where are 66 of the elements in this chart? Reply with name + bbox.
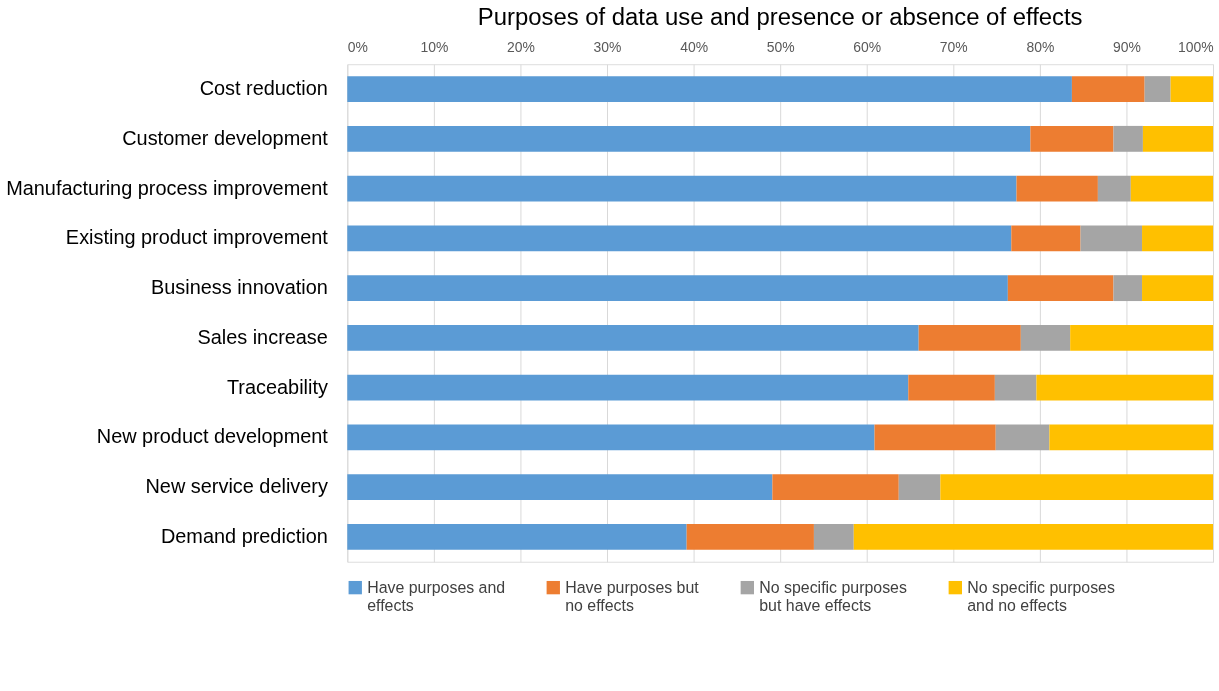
bar — [898, 474, 941, 501]
y-tick-label: Demand prediction — [160, 524, 328, 547]
bar — [1144, 76, 1171, 103]
y-tick-label: Customer development — [122, 126, 329, 149]
x-tick-label: 60% — [853, 38, 882, 55]
x-tick-label: 10% — [420, 38, 449, 55]
x-tick-label: 80% — [1026, 38, 1055, 55]
bar — [1113, 125, 1143, 152]
bar — [1142, 225, 1214, 252]
y-tick-label: Cost reduction — [199, 77, 328, 100]
bar — [347, 225, 1012, 252]
legend-label: No specific purposes and no effects — [967, 578, 1115, 614]
bar — [1097, 175, 1131, 202]
legend-label: Have purposes and effects — [367, 578, 506, 614]
bar — [940, 474, 1214, 501]
bar — [347, 125, 1031, 152]
bar — [347, 76, 1072, 103]
bar — [347, 324, 919, 351]
bar — [1020, 324, 1071, 351]
y-tick-label: New service delivery — [145, 475, 328, 498]
x-tick-label: 100% — [1177, 38, 1214, 55]
bar — [772, 474, 899, 501]
bar — [995, 424, 1050, 451]
bar — [1170, 76, 1214, 103]
bar — [1113, 275, 1143, 302]
legend-label: No specific purposes but have effects — [759, 578, 907, 614]
bar — [347, 474, 773, 501]
bar — [1016, 175, 1098, 202]
bar — [1080, 225, 1143, 252]
bar — [347, 523, 687, 550]
bar — [347, 374, 909, 401]
x-tick-label: 70% — [939, 38, 968, 55]
bar — [1070, 324, 1214, 351]
bar — [1049, 424, 1214, 451]
bar — [874, 424, 996, 451]
bar — [347, 424, 875, 451]
y-tick-label: Existing product improvement — [65, 226, 329, 249]
x-tick-label: 90% — [1113, 38, 1141, 55]
y-tick-label: Manufacturing process improvement — [6, 176, 329, 199]
bar — [1011, 225, 1081, 252]
legend-label: Have purposes but no effects — [565, 578, 700, 614]
bar — [908, 374, 995, 401]
bar — [347, 175, 1017, 202]
bar — [853, 523, 1214, 550]
x-tick-label: 50% — [766, 38, 795, 55]
bar — [918, 324, 1021, 351]
bar — [1071, 76, 1145, 103]
bar — [347, 275, 1008, 302]
bar — [1036, 374, 1214, 401]
bar — [1142, 275, 1214, 302]
bar — [1030, 125, 1114, 152]
bar — [686, 523, 814, 550]
bar — [994, 374, 1037, 401]
y-tick-label: New product development — [96, 425, 329, 448]
bar — [1007, 275, 1114, 302]
y-tick-label: Traceability — [226, 375, 328, 398]
bar — [1142, 125, 1214, 152]
bar — [1130, 175, 1214, 202]
y-tick-label: Sales increase — [197, 325, 328, 348]
x-tick-label: 40% — [680, 38, 709, 55]
bar — [813, 523, 854, 550]
chart-title: Purposes of data use and presence or absence of effects — [477, 3, 1083, 31]
x-tick-label: 20% — [507, 38, 535, 55]
x-tick-label: 0% — [347, 38, 368, 55]
x-tick-label: 30% — [593, 38, 622, 55]
y-tick-label: Business innovation — [150, 276, 328, 299]
